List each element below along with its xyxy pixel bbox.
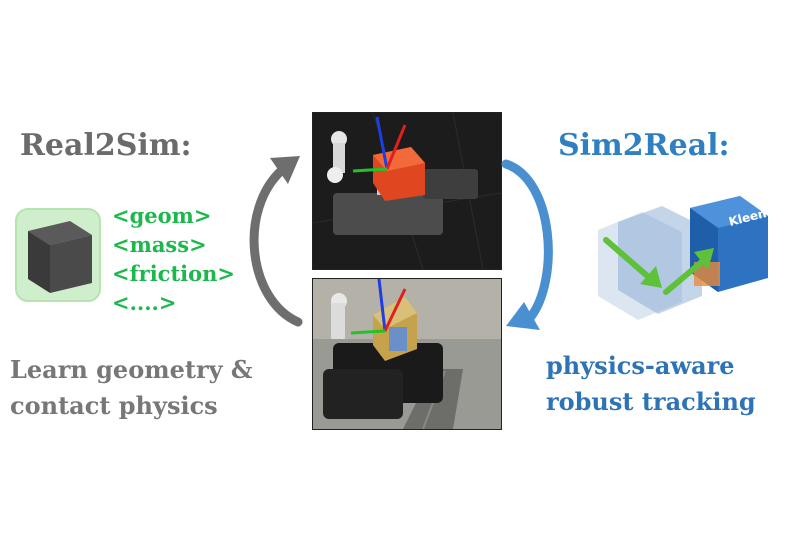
real2sim-caption-line2: contact physics — [10, 391, 218, 420]
simulation-view — [312, 112, 502, 270]
param-geom: <geom> — [112, 203, 212, 228]
blue-arrowhead — [506, 302, 540, 330]
real-camera-view — [312, 278, 502, 430]
cube-left — [28, 231, 50, 293]
tracking-illustration: Kleenex — [598, 196, 780, 320]
cube-right — [50, 235, 92, 293]
real2sim-caption: Learn geometry & contact physics — [10, 352, 253, 424]
robot-base — [333, 193, 443, 235]
sim2real-caption-line1: physics-aware — [546, 351, 735, 380]
gray-cycle-arrow — [249, 156, 303, 327]
sim2real-title: Sim2Real: — [558, 128, 730, 163]
param-mass: <mass> — [112, 232, 207, 257]
sim2real-caption: physics-aware robust tracking — [546, 348, 756, 420]
sim-scene — [313, 113, 501, 269]
blue-cycle-arrow — [501, 159, 553, 330]
real2sim-title: Real2Sim: — [20, 128, 192, 163]
param-friction: <friction> — [112, 261, 236, 286]
param-more: <....> — [112, 290, 177, 315]
cube-top — [28, 221, 92, 245]
sim2real-caption-line2: robust tracking — [546, 387, 756, 416]
real-scene — [313, 279, 501, 429]
gray-arrowhead — [270, 156, 300, 184]
cube-illustration — [15, 208, 101, 302]
real2sim-caption-line1: Learn geometry & — [10, 355, 253, 384]
